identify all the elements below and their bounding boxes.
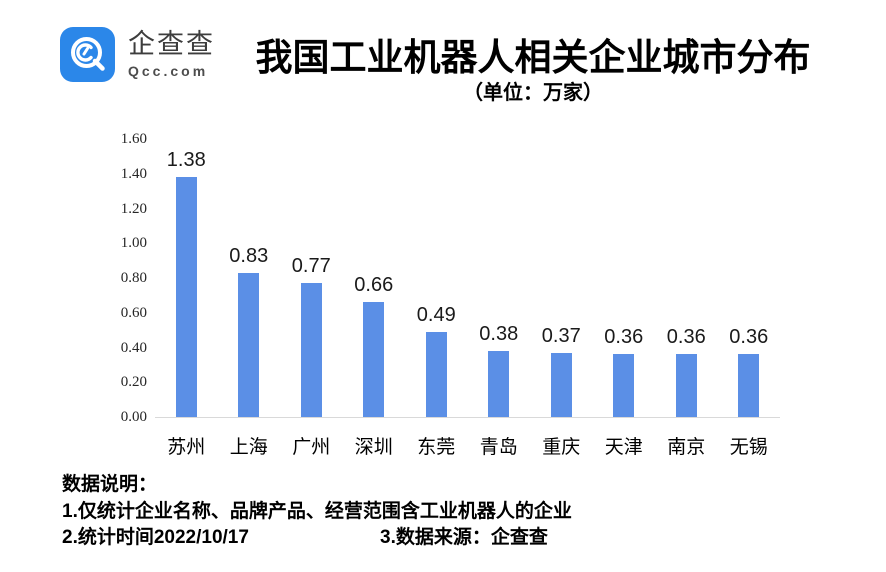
bar-slot: 0.37 (530, 140, 593, 417)
bar-广州 (300, 283, 322, 417)
x-category-label: 深圳 (354, 437, 393, 458)
qcc-logo: 企查查 Qcc.com (60, 27, 215, 82)
x-category-label: 苏州 (167, 437, 206, 458)
bar-value-label: 0.36 (666, 326, 706, 348)
chart-unit-subtitle: （单位：万家） (463, 82, 603, 104)
y-tick-label: 1.40 (120, 165, 147, 182)
x-category-label: 天津 (604, 437, 643, 458)
bar-slot: 0.36 (655, 140, 718, 417)
data-notes: 数据说明： 1.仅统计企业名称、品牌产品、经营范围含工业机器人的企业 2.统计时… (62, 472, 866, 552)
x-category-label: 东莞 (417, 437, 456, 458)
qcc-logo-icon (60, 27, 115, 82)
bar-东莞 (425, 332, 447, 417)
y-tick-label: 0.80 (120, 270, 147, 287)
bar-value-label: 0.36 (604, 326, 644, 348)
bar-value-label: 0.36 (729, 326, 769, 348)
x-category-label: 青岛 (479, 437, 518, 458)
y-tick-label: 0.40 (120, 339, 147, 356)
brand-text: 企查查 Qcc.com (128, 28, 215, 80)
note-date: 2.统计时间2022/10/17 (62, 527, 249, 548)
x-category-label: 广州 (292, 437, 331, 458)
bar-value-label: 1.38 (166, 149, 206, 171)
bar-slot: 0.66 (343, 140, 406, 417)
bar-南京 (675, 354, 697, 417)
bar-重庆 (550, 353, 572, 417)
y-tick-label: 0.20 (120, 374, 147, 391)
bar-chart-plot-area: 1.38 0.83 0.77 0.66 0.49 0.38 0.37 0.36 0.36 0.36 (155, 140, 780, 418)
bar-无锡 (738, 354, 760, 417)
page-title: 我国工业机器人相关企业城市分布 (255, 37, 811, 78)
brand-name: 企查查 (128, 28, 215, 59)
bar-value-label: 0.77 (291, 255, 331, 277)
y-tick-label: 0.00 (120, 409, 147, 426)
bar-slot: 0.36 (718, 140, 781, 417)
bar-天津 (613, 354, 635, 417)
y-tick-label: 0.60 (120, 304, 147, 321)
bar-slot: 0.83 (218, 140, 281, 417)
x-category-label: 南京 (667, 437, 706, 458)
x-axis: 苏州 上海 广州 深圳 东莞 青岛 重庆 天津 南京 无锡 (155, 432, 780, 459)
x-category-label: 无锡 (729, 437, 768, 458)
bar-value-label: 0.38 (479, 323, 519, 345)
bar-slot: 0.36 (593, 140, 656, 417)
x-category-label: 上海 (229, 437, 268, 458)
bar-value-label: 0.83 (229, 245, 269, 267)
bar-slot: 0.77 (280, 140, 343, 417)
bar-slot: 1.38 (155, 140, 218, 417)
logo-background (60, 27, 115, 82)
bar-value-label: 0.49 (416, 304, 456, 326)
y-axis: 1.60 1.40 1.20 1.00 0.80 0.60 0.40 0.20 0.00 (0, 131, 147, 425)
bar-value-label: 0.37 (541, 325, 581, 347)
bar-上海 (238, 273, 260, 417)
bar-青岛 (488, 351, 510, 417)
y-tick-label: 1.00 (120, 235, 147, 252)
bar-slot: 0.38 (468, 140, 531, 417)
note-line-3: 2.统计时间2022/10/17 3.数据来源：企查查 (62, 525, 866, 552)
y-tick-label: 1.20 (120, 200, 147, 217)
notes-heading: 数据说明： (62, 474, 158, 495)
note-source: 3.数据来源：企查查 (380, 527, 548, 548)
y-tick-label: 1.60 (120, 131, 147, 148)
bar-value-label: 0.66 (354, 274, 394, 296)
bar-深圳 (363, 302, 385, 417)
brand-domain: Qcc.com (128, 63, 209, 80)
note-scope: 1.仅统计企业名称、品牌产品、经营范围含工业机器人的企业 (62, 500, 572, 522)
bar-苏州 (175, 177, 197, 417)
bar-slot: 0.49 (405, 140, 468, 417)
x-category-label: 重庆 (542, 437, 581, 458)
